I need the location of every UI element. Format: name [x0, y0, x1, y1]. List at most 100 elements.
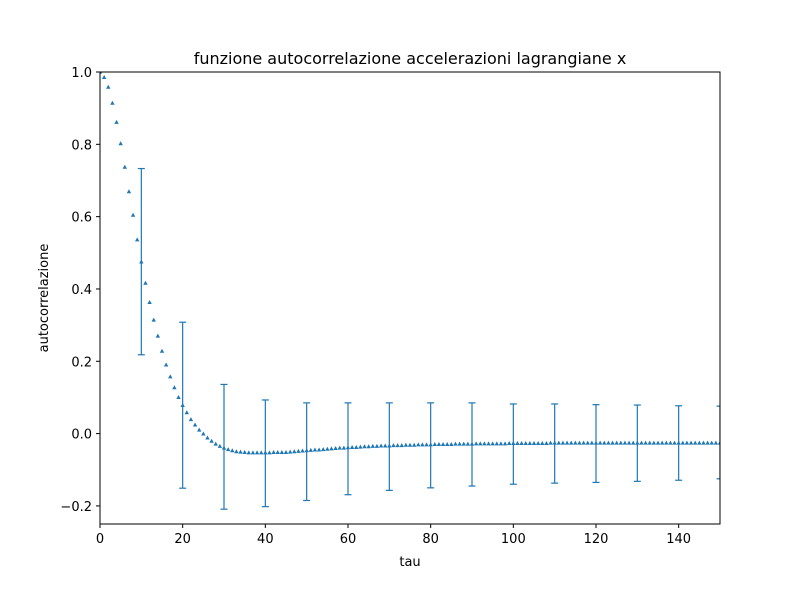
data-point: [308, 447, 313, 452]
data-point: [519, 440, 524, 445]
data-point: [354, 444, 359, 449]
chart-title: funzione autocorrelazione accelerazioni …: [194, 49, 627, 68]
data-point: [569, 440, 574, 445]
data-point: [655, 440, 661, 445]
data-point: [254, 450, 260, 455]
data-point: [440, 442, 446, 447]
y-axis-ticks: −0.2 0.0 0.2 0.4 0.6 0.8 1.0: [60, 66, 100, 515]
x-tick-label: 120: [584, 532, 609, 547]
data-point: [172, 385, 177, 390]
data-point: [345, 445, 351, 450]
data-point: [180, 402, 185, 407]
data-point: [246, 450, 251, 455]
data-point: [556, 440, 561, 445]
data-point: [606, 440, 611, 445]
data-point: [225, 447, 231, 452]
data-point: [478, 441, 483, 446]
data-point: [672, 440, 677, 445]
data-point: [296, 448, 301, 453]
y-tick-label: 0.8: [71, 138, 92, 153]
data-point: [461, 441, 466, 446]
data-point: [292, 449, 297, 454]
data-point: [432, 442, 437, 447]
data-point: [316, 447, 322, 452]
data-point: [325, 446, 330, 451]
x-axis-ticks: 0 20 40 60 80 100 120 140: [96, 524, 691, 547]
plot-frame: [99, 71, 721, 525]
data-point: [560, 440, 566, 445]
data-point: [523, 440, 528, 445]
data-point: [697, 440, 702, 445]
data-point: [581, 440, 586, 445]
data-point: [287, 449, 293, 454]
data-point: [527, 440, 533, 445]
data-point: [585, 440, 590, 445]
data-point: [275, 450, 280, 455]
data-point: [337, 445, 342, 450]
error-bars: [137, 167, 720, 510]
data-point: [159, 348, 165, 353]
data-point: [321, 447, 326, 452]
data-point: [126, 189, 132, 194]
data-point: [147, 299, 152, 304]
data-point: [465, 441, 471, 446]
data-point: [139, 259, 144, 264]
data-point: [188, 417, 194, 422]
data-point: [482, 441, 487, 446]
data-point: [589, 440, 595, 445]
data-point: [387, 443, 392, 448]
data-point: [684, 440, 690, 445]
data-point: [564, 440, 570, 445]
data-point: [473, 441, 479, 446]
data-point: [118, 141, 123, 146]
data-point: [122, 164, 127, 169]
data-point: [391, 443, 396, 448]
error-bar: [716, 405, 720, 480]
data-point: [209, 438, 214, 443]
data-point: [168, 374, 173, 379]
data-point: [263, 450, 268, 455]
data-point: [647, 440, 652, 445]
data-point: [374, 443, 380, 448]
data-point: [192, 422, 198, 427]
data-point: [250, 450, 256, 455]
data-point: [217, 443, 223, 448]
data-point: [709, 440, 714, 445]
data-point: [378, 443, 384, 448]
data-point: [411, 442, 417, 447]
data-point: [515, 440, 520, 445]
data-point: [151, 317, 156, 322]
data-point: [349, 444, 355, 449]
data-point: [540, 440, 545, 445]
data-point: [469, 441, 475, 446]
data-point: [362, 444, 367, 449]
data-point: [399, 443, 404, 448]
data-point: [428, 442, 433, 447]
data-point: [271, 450, 276, 455]
data-point: [494, 441, 499, 446]
x-tick-label: 140: [666, 532, 691, 547]
data-point: [548, 440, 553, 445]
y-tick-label: 1.0: [71, 66, 92, 81]
data-point: [101, 75, 107, 80]
data-point: [664, 440, 669, 445]
data-point: [498, 441, 504, 446]
data-point: [420, 442, 425, 447]
data-point: [283, 450, 289, 455]
data-point: [577, 440, 582, 445]
data-point: [618, 440, 623, 445]
x-tick-label: 100: [501, 532, 526, 547]
data-point: [358, 444, 363, 449]
data-point: [259, 450, 264, 455]
data-point: [238, 449, 243, 454]
x-tick-label: 80: [422, 532, 439, 547]
data-point: [407, 442, 413, 447]
data-point: [424, 442, 429, 447]
x-axis-label: tau: [399, 555, 420, 570]
data-point: [312, 447, 318, 452]
y-tick-label: 0.2: [71, 355, 92, 370]
data-point: [341, 445, 347, 450]
data-point: [267, 450, 272, 455]
data-point: [490, 441, 495, 446]
data-point: [106, 84, 111, 89]
